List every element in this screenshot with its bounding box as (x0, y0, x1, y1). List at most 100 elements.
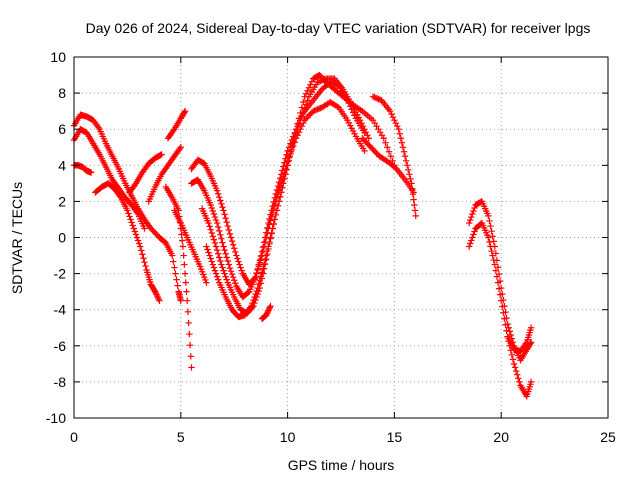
data-point (250, 296, 257, 304)
data-point (304, 87, 311, 94)
data-point (386, 107, 394, 115)
y-tick-label: -10 (46, 410, 66, 426)
data-point (371, 94, 378, 101)
data-point (224, 222, 231, 230)
data-point (184, 308, 192, 316)
data-point (494, 279, 502, 286)
data-point (268, 207, 275, 214)
data-point (486, 217, 493, 225)
data-point (218, 200, 225, 208)
data-point (502, 321, 509, 328)
data-point (280, 163, 287, 170)
data-point (263, 311, 270, 319)
data-point (314, 106, 321, 113)
data-point (265, 307, 272, 314)
data-point (131, 181, 139, 189)
data-point (266, 221, 273, 228)
data-point (372, 94, 380, 102)
data-point (273, 186, 281, 194)
data-point (508, 351, 516, 359)
data-point (234, 255, 241, 262)
data-point (265, 305, 273, 313)
data-point (488, 247, 495, 255)
series-arc-10 (188, 98, 368, 288)
data-point (283, 166, 290, 174)
data-point (229, 274, 237, 281)
data-point (128, 219, 135, 226)
data-point (227, 267, 235, 275)
data-point (149, 226, 156, 234)
data-point (361, 147, 368, 155)
data-point (180, 252, 187, 259)
data-point (147, 225, 155, 232)
data-point (471, 204, 478, 212)
data-point (261, 234, 269, 241)
data-point (286, 153, 293, 160)
data-point (391, 164, 399, 171)
data-point (370, 147, 377, 154)
data-point (297, 109, 304, 117)
data-point (358, 119, 365, 127)
series-arc-17 (465, 198, 535, 364)
data-point (305, 112, 313, 119)
data-point (170, 127, 177, 134)
data-point (259, 265, 267, 272)
data-point (179, 243, 187, 250)
data-point (506, 328, 513, 335)
data-point (209, 261, 217, 268)
y-tick-label: -6 (54, 338, 67, 354)
data-point (150, 228, 157, 235)
data-point (369, 145, 376, 152)
data-point (216, 193, 223, 201)
data-point (183, 288, 190, 295)
data-point (362, 138, 369, 145)
data-point (373, 150, 380, 157)
data-point (396, 130, 403, 137)
data-point (222, 273, 229, 280)
data-point (314, 79, 321, 86)
data-point (261, 256, 269, 264)
data-point (307, 81, 314, 88)
data-point (269, 225, 276, 232)
data-point (153, 291, 160, 298)
chart-title: Day 026 of 2024, Sidereal Day-to-day VTE… (86, 20, 591, 36)
data-point (487, 243, 494, 250)
data-point (169, 252, 176, 259)
data-point (141, 258, 148, 266)
data-point (274, 202, 282, 210)
data-point (153, 231, 160, 238)
data-point (374, 95, 381, 102)
data-point (294, 120, 301, 127)
data-point (266, 238, 273, 246)
y-axis-title: SDTVAR / TECUs (9, 182, 25, 294)
data-point (279, 184, 286, 192)
data-point (411, 201, 418, 209)
data-point (490, 238, 497, 245)
data-point (205, 219, 212, 227)
data-point (244, 289, 252, 296)
data-point (221, 270, 228, 277)
data-point (507, 331, 515, 339)
data-point (395, 126, 402, 133)
data-series (70, 71, 535, 400)
data-point (206, 223, 213, 230)
data-point (510, 360, 518, 368)
data-point (301, 93, 308, 100)
data-point (380, 135, 387, 142)
data-point (268, 229, 275, 237)
series-arc-7 (145, 144, 184, 205)
data-point (220, 267, 227, 274)
data-point (206, 252, 213, 259)
data-point (276, 193, 284, 201)
data-point (365, 135, 372, 142)
data-point (292, 126, 300, 133)
data-point (285, 157, 292, 164)
data-point (177, 297, 184, 304)
data-point (187, 353, 194, 360)
data-point (257, 273, 265, 280)
data-point (366, 142, 373, 149)
data-point (467, 216, 474, 224)
data-point (394, 122, 401, 130)
data-point (389, 113, 397, 121)
data-point (275, 198, 283, 205)
